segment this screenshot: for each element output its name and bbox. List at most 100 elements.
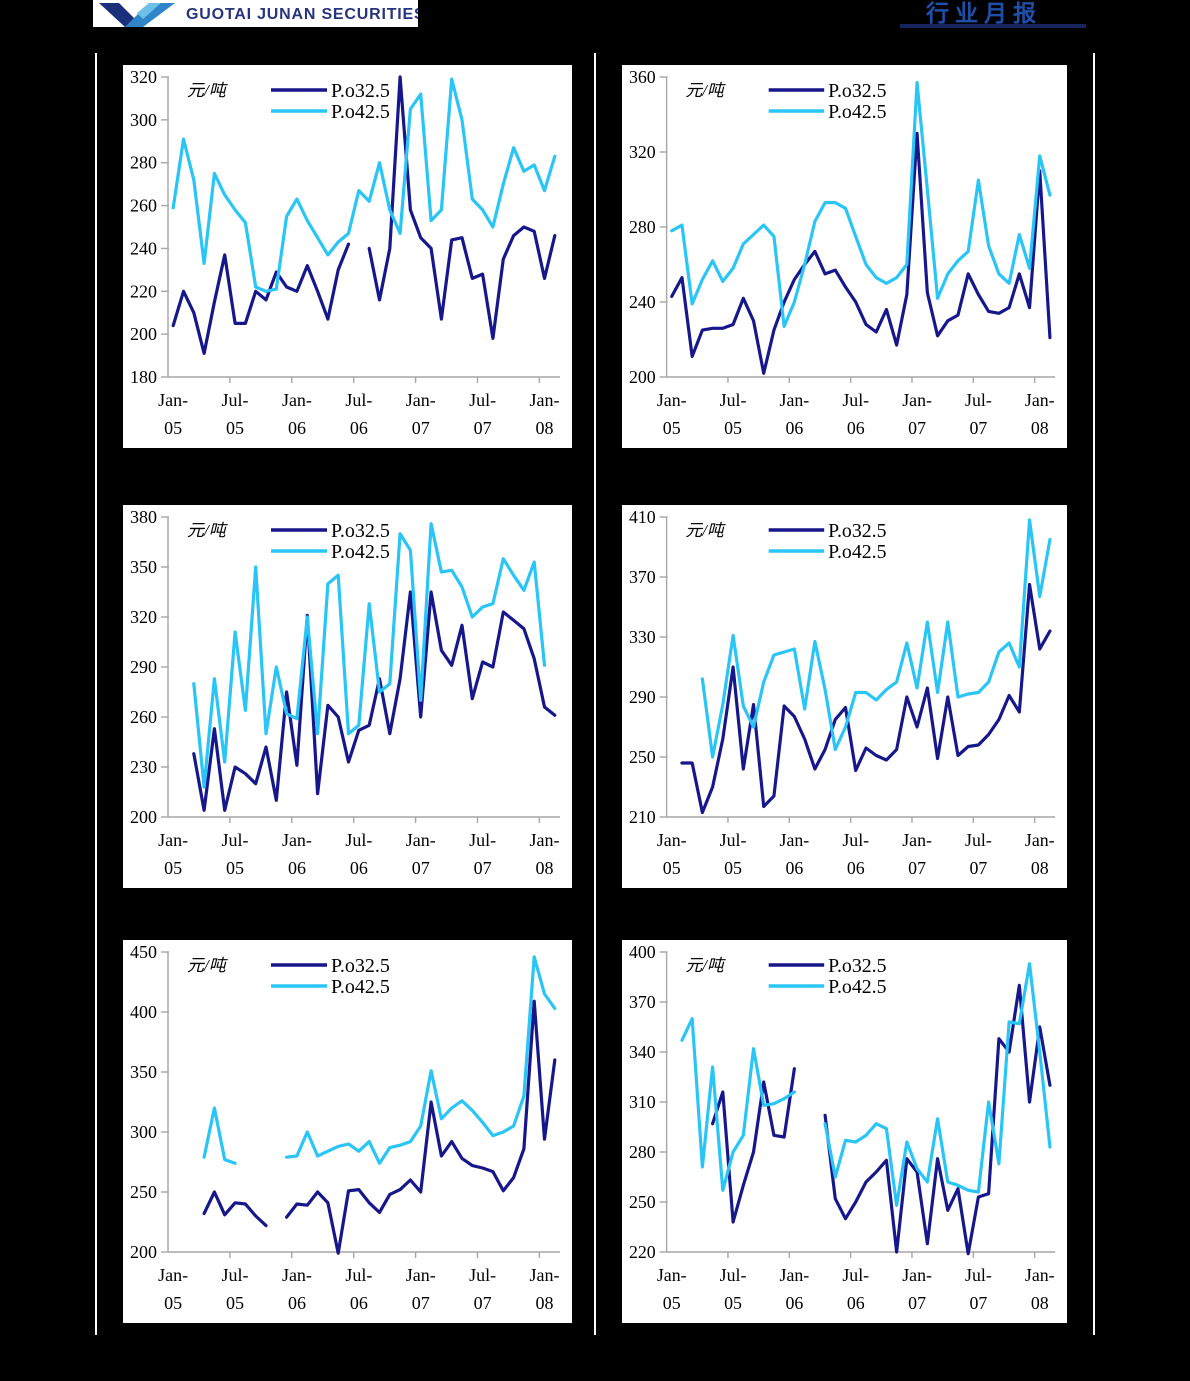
x-tick-label: Jul-06 [345,830,372,878]
series-line-P.o32.5 [711,983,1052,1256]
y-tick-label: 200 [130,807,157,827]
unit-label: 元/吨 [685,81,726,100]
x-tick-label: Jan-08 [530,830,560,878]
series-line-P.o32.5 [670,131,1052,375]
y-tick-label: 280 [629,1142,656,1162]
y-tick-label: 400 [629,942,656,962]
x-tick-label: Jul-06 [842,830,869,878]
x-tick-label: Jan-06 [780,830,810,878]
chart-panel-top-right: 200 240 280 320 360 Jan-05 Jul-05 Jan-06 Jul-06 J… [622,65,1067,448]
x-tick-label: Jan-05 [657,830,687,878]
x-tick-label: Jan-05 [158,390,188,438]
x-tick-label: Jul-07 [965,390,992,438]
y-tick-label: 240 [629,292,656,312]
y-tick-label: 290 [130,657,157,677]
x-tick-label: Jan-05 [657,1265,687,1313]
chart-panel-middle-right: 210 250 290 330 370 410 Jan-05 Jul-05 Jan-06 Jul-… [622,505,1067,888]
y-tick-label: 380 [130,507,157,527]
x-tick-label: Jan-07 [902,830,932,878]
y-tick-label: 250 [629,747,656,767]
series-line-P.o42.5 [700,518,1052,759]
x-tick-label: Jul-05 [720,1265,747,1313]
y-tick-label: 330 [629,627,656,647]
x-tick-label: Jul-06 [345,390,372,438]
x-tick-label: Jul-06 [842,1265,869,1313]
series-line-P.o42.5 [171,77,557,293]
x-tick-label: Jul-07 [469,830,496,878]
x-tick-label: Jan-05 [657,390,687,438]
x-tick-label: Jan-08 [530,390,560,438]
x-tick-label: Jan-07 [406,830,436,878]
legend-label-P.o32.5: P.o32.5 [331,520,390,542]
series-line-P.o42.5 [192,522,547,789]
y-tick-label: 320 [629,142,656,162]
unit-label: 元/吨 [685,521,726,540]
legend-label-P.o42.5: P.o42.5 [331,976,390,998]
chart-canvas: 180 200 220 240 260 280 300 320 Jan-05 Jul-05 Jan-… [130,67,560,438]
x-tick-label: Jul-05 [222,390,249,438]
series-line-P.o32.5 [680,582,1052,815]
y-tick-label: 240 [130,238,157,258]
x-tick-label: Jan-06 [282,830,312,878]
x-tick-label: Jan-05 [158,1265,188,1313]
x-tick-label: Jan-06 [780,1265,810,1313]
legend-label-P.o42.5: P.o42.5 [331,101,390,123]
x-tick-label: Jan-08 [1025,1265,1055,1313]
x-tick-label: Jul-05 [222,1265,249,1313]
x-tick-label: Jul-06 [345,1265,372,1313]
x-tick-label: Jul-07 [469,390,496,438]
legend-label-P.o32.5: P.o32.5 [331,80,390,102]
y-tick-label: 450 [130,942,157,962]
x-tick-label: Jan-07 [406,390,436,438]
chart-canvas: 200 250 300 350 400 450 Jan-05 Jul-05 Jan-06 Jul-… [130,942,560,1313]
y-tick-label: 290 [629,687,656,707]
legend-label-P.o32.5: P.o32.5 [828,955,886,977]
y-tick-label: 320 [130,607,157,627]
legend-label-P.o32.5: P.o32.5 [828,80,886,102]
series-line-P.o32.5 [192,590,557,812]
x-tick-label: Jan-06 [282,390,312,438]
y-tick-label: 250 [130,1182,157,1202]
table-border-right [1093,53,1095,1335]
y-tick-label: 280 [629,217,656,237]
legend-label-P.o42.5: P.o42.5 [828,976,886,998]
y-tick-label: 200 [130,324,157,344]
y-tick-label: 280 [130,153,157,173]
x-tick-label: Jul-05 [720,830,747,878]
legend-label-P.o42.5: P.o42.5 [828,101,886,123]
y-tick-label: 250 [629,1192,656,1212]
y-tick-label: 180 [130,367,157,387]
logo-text: GUOTAI JUNAN SECURITIES [186,6,418,23]
series-line-P.o42.5 [680,962,1052,1207]
y-tick-label: 320 [130,67,157,87]
y-tick-label: 200 [130,1242,157,1262]
legend-label-P.o42.5: P.o42.5 [331,541,390,563]
y-tick-label: 410 [629,507,656,527]
logo-mark-icon [99,2,175,27]
y-tick-label: 200 [629,367,656,387]
table-border-middle [594,53,596,1335]
chart-canvas: 200 230 260 290 320 350 380 Jan-05 Jul-05 Jan-06 J… [130,507,560,878]
y-tick-label: 370 [629,567,656,587]
x-tick-label: Jul-05 [720,390,747,438]
chart-panel-middle-left: 200 230 260 290 320 350 380 Jan-05 Jul-05 Jan-06 J… [123,505,572,888]
y-tick-label: 220 [130,281,157,301]
y-tick-label: 210 [629,807,656,827]
x-tick-label: Jan-07 [902,390,932,438]
legend-label-P.o32.5: P.o32.5 [331,955,390,977]
legend-label-P.o42.5: P.o42.5 [828,541,886,563]
y-tick-label: 350 [130,1062,157,1082]
chart-panel-top-left: 180 200 220 240 260 280 300 320 Jan-05 Jul-05 Jan-… [123,65,572,448]
x-tick-label: Jan-07 [406,1265,436,1313]
series-line-P.o32.5 [171,75,557,355]
x-tick-label: Jan-08 [1025,830,1055,878]
y-tick-label: 360 [629,67,656,87]
x-tick-label: Jul-07 [965,830,992,878]
unit-label: 元/吨 [187,956,229,975]
x-tick-label: Jan-08 [530,1265,560,1313]
x-tick-label: Jul-05 [222,830,249,878]
report-type-label: 行业月报 [926,0,1042,27]
series-line-P.o32.5 [202,999,557,1255]
x-tick-label: Jan-08 [1025,390,1055,438]
unit-label: 元/吨 [187,521,229,540]
